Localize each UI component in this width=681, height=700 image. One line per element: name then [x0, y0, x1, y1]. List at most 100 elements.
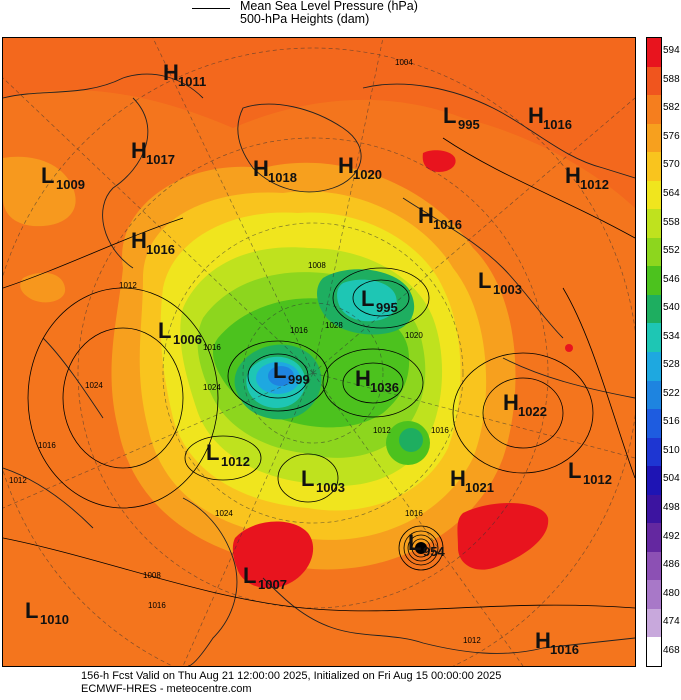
pressure-system-letter: L	[568, 458, 581, 483]
pressure-system-value: 1006	[173, 332, 202, 347]
isobars	[3, 137, 635, 612]
hurricane-core	[415, 542, 427, 554]
colorbar-cell	[647, 494, 661, 524]
low-pressure-label: L 1009	[41, 163, 85, 192]
colorbar-cell	[647, 437, 661, 467]
isobar-label: 1008	[308, 261, 326, 270]
isobar-label: 1024	[215, 509, 233, 518]
pressure-system-value: 1003	[316, 480, 345, 495]
colorbar-cell	[647, 352, 661, 381]
low-pressure-label: L 1007	[243, 563, 287, 592]
height-field-522	[268, 366, 294, 386]
pressure-system-letter: H	[131, 138, 147, 163]
colorbar-label: 588	[663, 73, 680, 85]
pressure-system-letter: H	[535, 628, 551, 653]
pressure-system-value: 1021	[465, 480, 494, 495]
colorbar-label: 486	[663, 559, 680, 571]
isobar-label: 1012	[373, 426, 391, 435]
pressure-system-letter: L	[158, 318, 171, 343]
colorbar-label: 552	[663, 245, 680, 257]
pressure-system-letter: L	[361, 286, 374, 311]
colorbar-cell	[647, 551, 661, 581]
pressure-system-value: 1016	[543, 117, 572, 132]
isobar-legend-line	[192, 8, 230, 9]
pressure-system-value: 995	[376, 300, 398, 315]
colorbar-label: 522	[663, 387, 680, 399]
pressure-system-value: 995	[458, 117, 480, 132]
isobar-label: 1024	[203, 383, 221, 392]
colorbar-cell	[647, 95, 661, 124]
legend-mslp-label: Mean Sea Level Pressure (hPa)	[240, 0, 418, 13]
height-field-594-north	[422, 150, 456, 172]
colorbar-cell	[647, 237, 661, 267]
height-field-594-southeast	[457, 502, 549, 570]
lat-lon-grid	[3, 38, 635, 666]
high-pressure-label: H 1018	[253, 156, 297, 185]
isobar-label: 1028	[325, 321, 343, 330]
map-legend: Mean Sea Level Pressure (hPa) 500-hPa He…	[0, 0, 681, 36]
height-field-594-south	[232, 521, 314, 589]
legend-heights-label: 500-hPa Heights (dam)	[240, 12, 370, 26]
colorbar-label: 504	[663, 473, 680, 485]
colorbar-label: 534	[663, 330, 680, 342]
isobar-label: 1004	[395, 58, 413, 67]
isobar-label: 1008	[143, 571, 161, 580]
high-pressure-label: H 1016	[418, 203, 462, 232]
weather-map: 1004 1008 1012 1016 1016 1020 1024 1028 …	[2, 37, 636, 667]
pressure-system-value: 1012	[583, 472, 612, 487]
pressure-system-value: 954	[423, 544, 445, 559]
pressure-system-value: 1012	[580, 177, 609, 192]
isobar-label: 1016	[405, 509, 423, 518]
pressure-system-letter: H	[355, 366, 371, 391]
isobar-label: 1024	[85, 381, 103, 390]
isobar-label: 1012	[9, 476, 27, 485]
colorbar-label: 558	[663, 216, 680, 228]
colorbar-cell	[647, 152, 661, 181]
pressure-system-value: 1003	[493, 282, 522, 297]
pressure-system-value: 1012	[221, 454, 250, 469]
pressure-system-letter: H	[528, 103, 544, 128]
high-pressure-label: H 1036	[355, 366, 399, 395]
low-pressure-label: L 1003	[301, 466, 345, 495]
pressure-system-letter: L	[408, 530, 421, 555]
colorbar-label: 594	[663, 45, 680, 57]
colorbar-label: 540	[663, 302, 680, 314]
colorbar-cell	[647, 38, 661, 67]
pressure-system-letter: L	[206, 440, 219, 465]
pressure-system-value: 1016	[146, 242, 175, 257]
pressure-system-value: 1011	[178, 74, 206, 89]
high-pressure-label: H 1011	[163, 60, 206, 89]
forecast-valid-text: 156-h Fcst Valid on Thu Aug 21 12:00:00 …	[81, 670, 502, 682]
pressure-system-value: 1020	[353, 167, 382, 182]
pressure-system-value: 1016	[433, 217, 462, 232]
isobar-label: 1016	[203, 343, 221, 352]
colorbar-cell	[647, 266, 661, 295]
high-pressure-label: H 1016	[528, 103, 572, 132]
high-pressure-label: H 1016	[131, 228, 175, 257]
high-pressure-label: H 1012	[565, 163, 609, 192]
colorbar-label: 468	[663, 644, 680, 656]
high-pressure-label: H 1016	[535, 628, 579, 657]
pressure-system-letter: L	[478, 268, 491, 293]
isobar-label: 1016	[290, 326, 308, 335]
isobar-label: 1020	[405, 331, 423, 340]
height-field-576-west2	[20, 272, 66, 303]
pressure-system-value: 1010	[40, 612, 69, 627]
low-pressure-label: L 1003	[478, 268, 522, 297]
colorbar-label: 528	[663, 359, 680, 371]
colorbar-cell	[647, 409, 661, 438]
model-source-text: ECMWF-HRES - meteocentre.com	[81, 683, 252, 695]
pressure-system-letter: H	[503, 390, 519, 415]
low-pressure-label: L 1010	[25, 598, 69, 627]
colorbar-label: 546	[663, 273, 680, 285]
pressure-system-letter: H	[131, 228, 147, 253]
colorbar-cell	[647, 294, 661, 324]
high-pressure-label: H 1020	[338, 153, 382, 182]
colorbar-cell	[647, 580, 661, 609]
pressure-system-value: 1018	[268, 170, 297, 185]
weather-map-svg: 1004 1008 1012 1016 1016 1020 1024 1028 …	[3, 38, 635, 666]
height-field-534-north	[337, 279, 397, 322]
pressure-system-letter: L	[301, 466, 314, 491]
colorbar-cell	[647, 466, 661, 495]
